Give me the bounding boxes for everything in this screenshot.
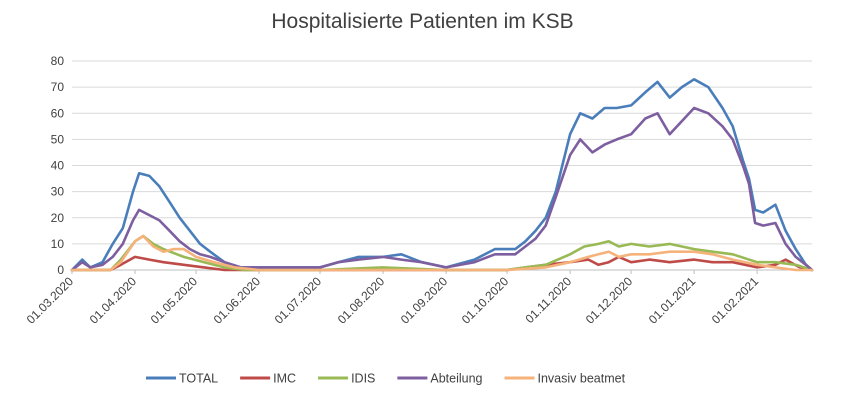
legend-label: IDIS xyxy=(351,372,375,386)
x-tick-label: 01.03.2020 xyxy=(24,274,77,327)
legend-item: IDIS xyxy=(318,372,375,386)
y-tick-label: 0 xyxy=(57,263,64,277)
x-tick-label: 01.12.2020 xyxy=(583,274,636,327)
x-tick-label: 01.11.2020 xyxy=(522,274,574,326)
series-line-invasiv-beatmet xyxy=(70,234,814,272)
gridlines xyxy=(72,60,812,271)
legend: TOTAL IMC IDIS Abteilung Invasiv beatmet xyxy=(146,372,626,386)
legend-item: Abteilung xyxy=(397,372,483,386)
y-tick-label: 30 xyxy=(51,185,65,199)
x-axis-ticks: 01.03.2020 01.04.2020 01.05.2020 01.06.2020… xyxy=(24,270,762,327)
x-tick-label: 01.10.2020 xyxy=(459,274,512,327)
series-line-imc xyxy=(70,255,814,272)
series-line-abteilung xyxy=(70,106,814,272)
series-line-total xyxy=(70,78,814,272)
y-axis-ticks: 0 10 20 30 40 50 60 70 80 xyxy=(51,54,65,277)
series-lines xyxy=(70,78,814,272)
x-tick-label: 01.02.2021 xyxy=(709,274,762,327)
x-tick-label: 01.08.2020 xyxy=(335,274,388,327)
legend-item: TOTAL xyxy=(146,372,218,386)
x-tick-label: 01.05.2020 xyxy=(148,274,201,327)
legend-label: Invasiv beatmet xyxy=(538,372,626,386)
y-tick-label: 70 xyxy=(51,80,65,94)
x-tick-label: 01.09.2020 xyxy=(398,274,451,327)
legend-label: Abteilung xyxy=(430,372,482,386)
legend-item: IMC xyxy=(240,372,296,386)
y-tick-label: 80 xyxy=(51,54,65,68)
legend-item: Invasiv beatmet xyxy=(504,372,626,386)
x-tick-label: 01.06.2020 xyxy=(211,274,264,327)
y-tick-label: 40 xyxy=(51,159,65,173)
x-tick-label: 01.01.2021 xyxy=(646,274,699,327)
y-tick-label: 60 xyxy=(51,106,65,120)
y-tick-label: 50 xyxy=(51,132,65,146)
x-tick-label: 01.04.2020 xyxy=(87,274,140,327)
y-tick-label: 20 xyxy=(51,211,65,225)
series-line-idis xyxy=(70,234,814,272)
chart-title: Hospitalisierte Patienten im KSB xyxy=(271,10,574,33)
legend-label: IMC xyxy=(273,372,296,386)
legend-label: TOTAL xyxy=(179,372,218,386)
y-tick-label: 10 xyxy=(51,237,65,251)
x-tick-label: 01.07.2020 xyxy=(272,274,325,327)
